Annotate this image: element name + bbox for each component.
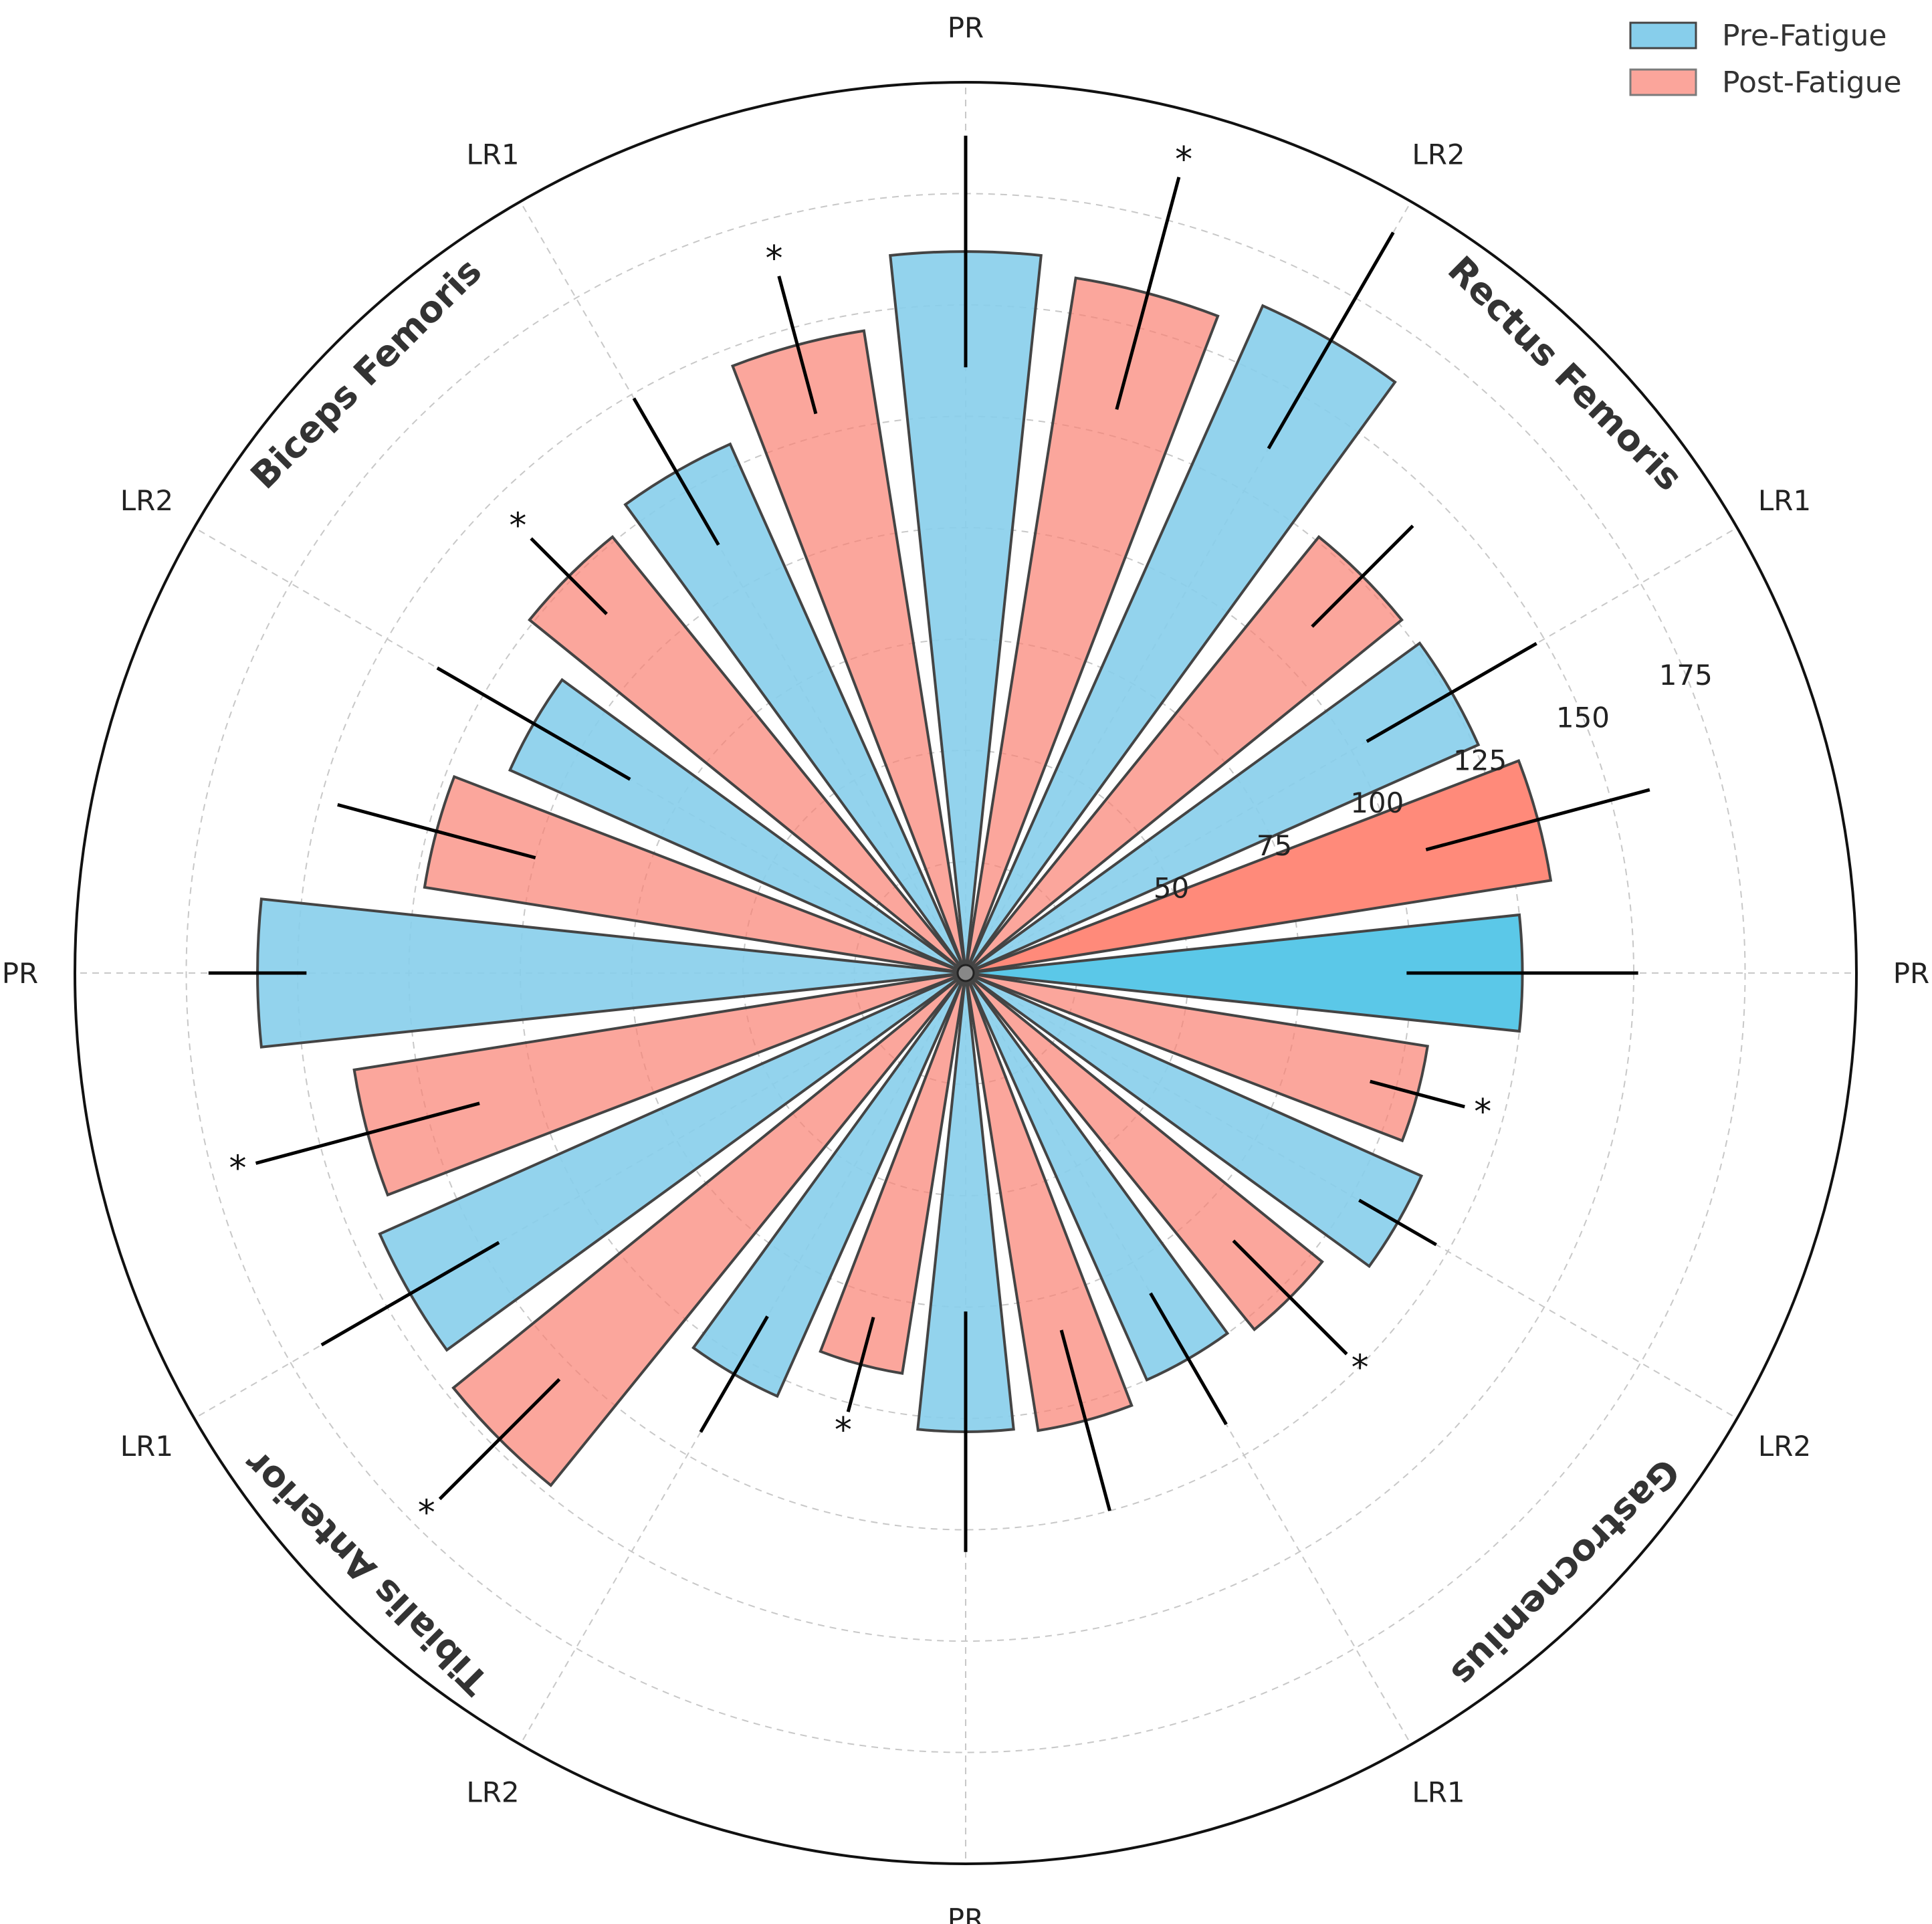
significance-marker: *: [1474, 1092, 1491, 1132]
angular-label: LR1: [1758, 484, 1811, 517]
error-bar-post-2: [1311, 524, 1414, 628]
radial-tick-label: 75: [1257, 829, 1292, 862]
legend: Pre-Fatigue Post-Fatigue: [1628, 19, 1902, 109]
angular-label: PR: [948, 1903, 984, 1924]
error-bar-post-4: [777, 276, 818, 415]
muscle-label: Gastrocnemius: [1442, 1450, 1687, 1695]
angular-label: LR2: [466, 1776, 519, 1809]
radial-tick-label: 125: [1453, 744, 1507, 776]
error-bar-pre-2: [1366, 641, 1537, 743]
radial-tick-label: 150: [1556, 702, 1610, 734]
legend-swatch-pre: [1629, 21, 1697, 49]
significance-marker: *: [1352, 1348, 1369, 1388]
error-bar-post-8: [438, 1378, 561, 1501]
muscle-label: Biceps Femoris: [243, 250, 490, 498]
significance-marker: *: [418, 1493, 435, 1533]
radial-tick-label: 100: [1350, 786, 1404, 819]
error-bar-pre-11: [1149, 1292, 1228, 1426]
angular-label: LR1: [120, 1430, 173, 1463]
angular-label: PR: [2, 957, 39, 990]
error-bar-post-6: [337, 803, 536, 860]
error-bar-post-12: [1370, 1079, 1465, 1109]
error-bar-post-7: [255, 1101, 480, 1165]
legend-label-pre: Pre-Fatigue: [1722, 19, 1887, 53]
polar-frame: [74, 81, 1858, 1865]
legend-swatch-post: [1629, 68, 1697, 96]
error-bar-pre-3: [1267, 231, 1395, 449]
significance-marker: *: [766, 239, 783, 279]
angular-label: LR2: [1758, 1430, 1811, 1463]
angular-label: LR2: [1412, 138, 1465, 171]
significance-marker: *: [1175, 140, 1192, 180]
angular-label: LR1: [466, 138, 519, 171]
error-bar-post-11: [1232, 1239, 1348, 1356]
center-hub: [956, 964, 975, 982]
legend-label-post: Post-Fatigue: [1722, 66, 1902, 100]
error-bar-post-1: [1425, 788, 1650, 851]
muscle-label: Rectus Femoris: [1440, 248, 1691, 499]
angular-label: LR1: [1412, 1776, 1465, 1809]
significance-marker: *: [835, 1410, 852, 1451]
error-bar-pre-9: [699, 1315, 769, 1433]
angular-label: LR2: [120, 484, 173, 517]
error-bar-post-9: [846, 1316, 875, 1412]
error-bar-post-5: [530, 537, 608, 615]
radial-tick-label: 50: [1154, 872, 1189, 905]
error-bar-pre-8: [320, 1241, 500, 1347]
error-bar-post-10: [1059, 1329, 1111, 1511]
error-bar-pre-5: [632, 397, 720, 546]
radial-tick-label: 175: [1659, 659, 1713, 691]
significance-marker: *: [229, 1149, 246, 1189]
error-bar-pre-6: [436, 666, 631, 781]
angular-label: PR: [1893, 957, 1930, 990]
error-bar-post-3: [1115, 177, 1181, 410]
angular-label: PR: [948, 11, 984, 44]
error-bar-pre-12: [1358, 1198, 1437, 1247]
significance-marker: *: [509, 506, 526, 546]
bars: [256, 250, 1553, 1487]
error-bars: [208, 135, 1650, 1552]
